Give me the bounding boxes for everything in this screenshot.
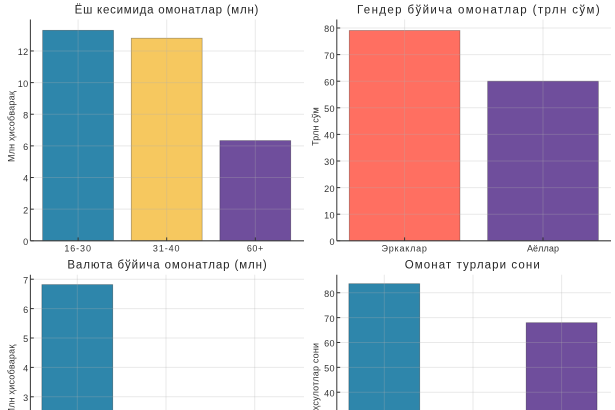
svg-text:6: 6 (23, 305, 28, 315)
svg-text:Гендер бўйича омонатлар (трлн: Гендер бўйича омонатлар (трлн сўм) (357, 5, 601, 17)
svg-text:Маҳсулотлар сони: Маҳсулотлар сони (311, 343, 321, 410)
svg-text:40: 40 (324, 388, 335, 398)
svg-text:10: 10 (18, 79, 29, 89)
svg-text:80: 80 (324, 289, 335, 299)
svg-text:4: 4 (23, 364, 28, 374)
svg-text:3: 3 (23, 393, 28, 403)
svg-text:Трлн сўм: Трлн сўм (311, 107, 321, 146)
svg-text:8: 8 (23, 110, 28, 120)
svg-text:30: 30 (324, 157, 335, 167)
svg-text:60: 60 (324, 339, 335, 349)
svg-text:40: 40 (324, 131, 335, 141)
svg-text:Омонат турлари сони: Омонат турлари сони (405, 260, 541, 272)
svg-text:Млн ҳисобварақ: Млн ҳисобварақ (6, 91, 16, 162)
svg-text:4: 4 (23, 174, 28, 184)
svg-text:0: 0 (23, 237, 28, 247)
svg-text:7: 7 (23, 275, 28, 285)
svg-text:50: 50 (324, 104, 335, 114)
svg-text:Млн ҳисобварақ: Млн ҳисобварақ (6, 345, 16, 410)
svg-text:12: 12 (18, 47, 29, 57)
svg-text:70: 70 (324, 51, 335, 61)
svg-text:5: 5 (23, 334, 28, 344)
svg-text:70: 70 (324, 314, 335, 324)
svg-text:16-30: 16-30 (64, 243, 92, 253)
svg-text:Аёллар: Аёллар (527, 243, 559, 253)
svg-text:10: 10 (324, 210, 335, 220)
svg-text:50: 50 (324, 364, 335, 374)
svg-text:60: 60 (324, 77, 335, 87)
svg-text:80: 80 (324, 24, 335, 34)
svg-text:20: 20 (324, 184, 335, 194)
svg-text:31-40: 31-40 (153, 243, 181, 253)
svg-text:2: 2 (23, 205, 28, 215)
svg-text:Валюта бўйича омонатлар (млн): Валюта бўйича омонатлар (млн) (67, 260, 267, 272)
svg-text:Ёш кесимида омонатлар (млн): Ёш кесимида омонатлар (млн) (75, 5, 260, 17)
svg-text:0: 0 (330, 237, 335, 247)
svg-text:Эркаклар: Эркаклар (382, 243, 428, 253)
svg-text:60+: 60+ (247, 243, 264, 253)
svg-text:6: 6 (23, 142, 28, 152)
